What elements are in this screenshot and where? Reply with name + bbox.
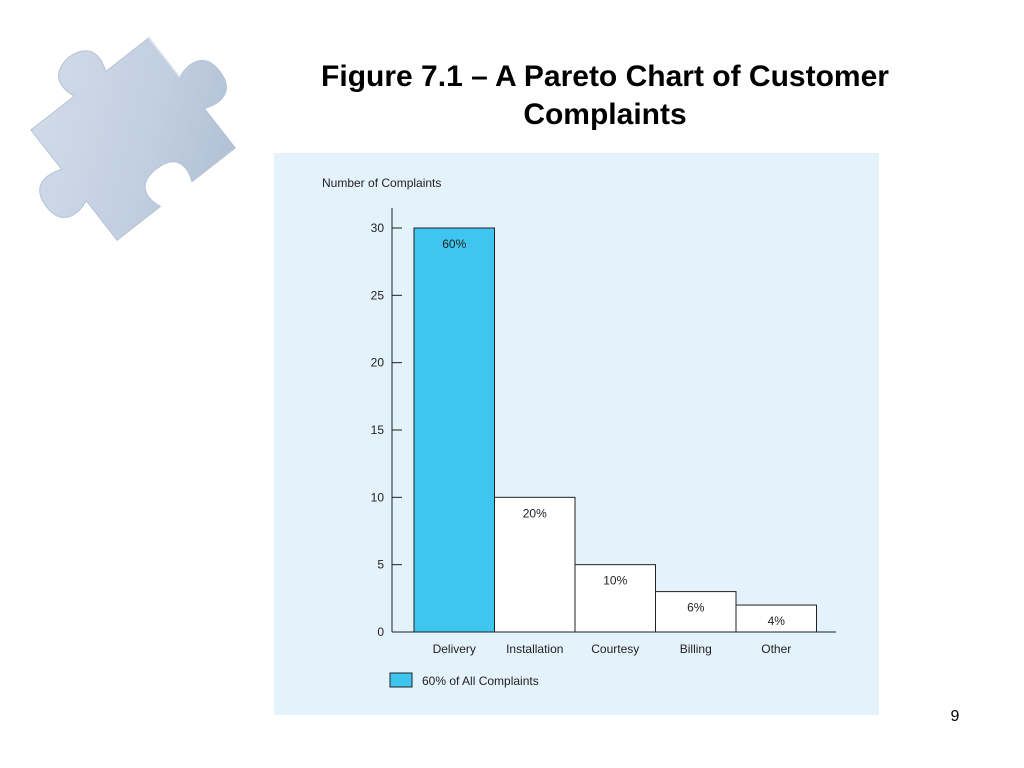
y-tick-label: 5: [377, 558, 384, 572]
data-label: 6%: [687, 601, 705, 615]
data-label: 4%: [768, 614, 786, 628]
bars: 60% Delivery 20% Installation 10% Courtesy 6% B…: [413, 227, 817, 656]
bar-courtesy: [574, 564, 656, 633]
y-tick-label: 0: [377, 625, 384, 639]
y-axis-label: Number of Complaints: [322, 176, 441, 190]
x-tick-label: Courtesy: [591, 642, 639, 656]
data-label: 60%: [442, 237, 466, 251]
y-tick-label: 10: [371, 490, 385, 504]
x-tick-label: Delivery: [433, 642, 476, 656]
bar-installation: [494, 496, 576, 633]
x-tick-label: Installation: [506, 642, 563, 656]
page-title: Figure 7.1 – A Pareto Chart of Customer …: [321, 60, 889, 131]
chart-panel: Number of Complaints 0 5 10 15 20 25 30 60% Del…: [274, 153, 879, 715]
y-tick-label: 30: [371, 221, 385, 235]
bar-delivery: [413, 227, 495, 633]
legend-label: 60% of All Complaints: [422, 674, 539, 688]
y-tick-label: 25: [371, 288, 385, 302]
puzzle-piece-icon: [30, 36, 236, 241]
data-label: 10%: [603, 574, 627, 588]
y-tick-label: 20: [371, 356, 385, 370]
data-label: 20%: [523, 506, 547, 520]
legend-swatch: [389, 672, 413, 688]
pareto-chart: Number of Complaints 0 5 10 15 20 25 30 60% Del…: [322, 176, 836, 688]
legend: 60% of All Complaints: [389, 672, 539, 688]
x-tick-label: Other: [761, 642, 791, 656]
x-tick-label: Billing: [680, 642, 712, 656]
bar-other: [735, 604, 817, 633]
slide-number: 9: [950, 708, 960, 725]
y-tick-label: 15: [371, 423, 385, 437]
bar-billing: [655, 591, 737, 633]
